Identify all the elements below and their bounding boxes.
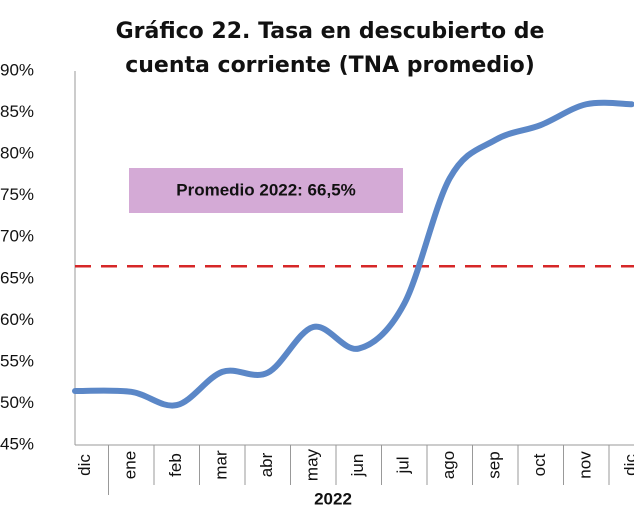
x-tick-label: may: [303, 448, 322, 481]
chart-title: cuenta corriente (TNA promedio): [125, 53, 535, 78]
x-tick-label: ago: [439, 451, 458, 479]
y-tick-label: 45%: [0, 434, 34, 453]
x-tick-label: ene: [121, 451, 140, 479]
y-tick-label: 50%: [0, 393, 34, 412]
x-tick-label: oct: [530, 453, 549, 476]
y-tick-label: 55%: [0, 351, 34, 370]
y-tick-label: 65%: [0, 268, 34, 287]
series-line: [72, 99, 634, 409]
chart-title: Gráfico 22. Tasa en descubierto de: [116, 19, 545, 44]
y-tick-label: 80%: [0, 144, 34, 163]
y-tick-label: 60%: [0, 310, 34, 329]
x-tick-label: jun: [348, 454, 367, 478]
x-tick-label: nov: [576, 451, 595, 479]
x-tick-label: jul: [394, 456, 413, 474]
y-tick-label: 75%: [0, 185, 34, 204]
x-tick-label: dic: [621, 454, 634, 476]
x-tick-label: feb: [166, 453, 185, 477]
x-tick-label: abr: [257, 452, 276, 477]
x-tick-label: mar: [212, 450, 231, 480]
annotation: Promedio 2022: 66,5%: [176, 180, 356, 199]
y-tick-label: 70%: [0, 227, 34, 246]
x-group-label: 2022: [314, 489, 352, 508]
annotation-box: [129, 168, 403, 213]
x-tick-label: dic: [75, 454, 94, 476]
x-tick-label: sep: [485, 451, 504, 478]
y-tick-label: 85%: [0, 102, 34, 121]
y-tick-label: 90%: [0, 60, 34, 79]
